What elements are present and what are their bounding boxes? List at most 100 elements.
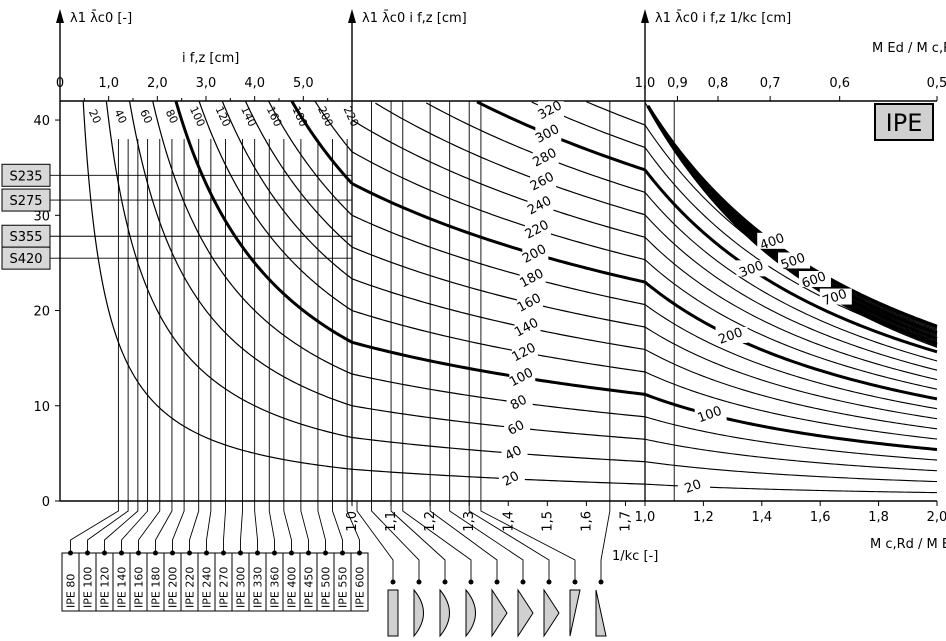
left-y-axis-title: λ1 λ̄c0 [-] [70, 11, 132, 26]
y-tick-label: 0 [42, 495, 50, 510]
x-tick-label-bottom: 1,8 [868, 510, 889, 525]
curve-left [174, 100, 353, 344]
kc-leader-dot [442, 579, 448, 585]
middle-y-axis-title: λ1 λ̄c0 i f,z [cm] [362, 11, 467, 26]
curve-middle [351, 246, 646, 328]
x-tick-label-top: 0,5 [927, 76, 946, 91]
curve-middle [351, 340, 646, 396]
curve-label-left: 220 [341, 104, 362, 129]
x-tick-label-top: 3,0 [196, 76, 217, 91]
ipe-profile-label: IPE 600 [354, 567, 367, 608]
curve-right [644, 461, 938, 483]
curve-label-left: 120 [213, 104, 234, 129]
kc-leader-line [449, 501, 524, 582]
curve-middle [351, 182, 646, 284]
moment-diagram-shape [595, 589, 607, 637]
curve-right [644, 280, 938, 401]
moment-diagram-shape [387, 589, 399, 637]
moment-diagram-shape [543, 588, 560, 638]
kc-leader-line [429, 501, 498, 582]
curve-right [647, 105, 938, 343]
kc-leader-line [371, 501, 420, 582]
ipe-profile-label: IPE 330 [252, 567, 265, 608]
ipe-leader-line [87, 501, 129, 553]
ipe-leader-dot [153, 550, 158, 556]
kc-leader-dot [520, 579, 526, 585]
steel-grade-labels: S235 S275 S355 S420 [1, 163, 51, 270]
ipe-profile-label: IPE 160 [133, 567, 146, 608]
curve-right [644, 191, 938, 362]
kc-diagrams [356, 501, 611, 638]
curve-right [644, 236, 938, 381]
curve-label-bg [694, 405, 727, 422]
curve-label-bg [532, 148, 559, 165]
x-tick-label-top: 0 [56, 76, 64, 91]
ipe-leader-line [300, 501, 309, 553]
curve-label-bg [537, 101, 564, 118]
right-x-axis-title-bottom: M c,Rd / M Ed [-] [870, 537, 946, 552]
curve-label-left: 100 [187, 104, 208, 129]
ipe-profile-label: IPE 300 [235, 567, 248, 608]
x-tick-label-bottom: 1,1 [384, 511, 399, 532]
x-tick-label-bottom: 1,5 [540, 511, 555, 532]
curve-right [644, 371, 938, 440]
ipe-leader-dot [68, 550, 73, 556]
curve-label-bg [498, 469, 525, 486]
curve-label-bg [798, 271, 831, 288]
x-tick-label-top: 0,8 [708, 76, 729, 91]
x-tick-label-bottom: 1,0 [345, 511, 360, 532]
curve-right [647, 106, 938, 348]
x-tick-label-top: 2,0 [147, 76, 168, 91]
curve-middle [351, 309, 646, 373]
curve-right [644, 259, 938, 390]
curve-right [644, 326, 938, 420]
curve-middle [586, 101, 646, 126]
curve-label-left: 140 [238, 104, 259, 129]
ipe-leader-dot [204, 550, 209, 556]
kc-leader-line [600, 501, 611, 582]
x-tick-label-top: 4,0 [244, 76, 265, 91]
ipe-leader-line [223, 501, 226, 553]
curve-label-bg [736, 260, 769, 277]
ipe-leader-dot [323, 550, 328, 556]
moment-diagram-shape [465, 588, 476, 638]
curve-middle [375, 102, 646, 216]
y-tick-label: 30 [33, 209, 50, 224]
curve-left [221, 100, 353, 280]
curve-middle [351, 119, 646, 238]
ipe-leader-dot [136, 550, 141, 556]
kc-leader-line [468, 501, 550, 582]
x-tick-label-bottom: 1,6 [810, 510, 831, 525]
x-tick-label-bottom: 1,4 [501, 511, 516, 532]
curve-label-bg [819, 288, 852, 305]
curve-label-bg [519, 269, 546, 286]
y-tick-label: 40 [33, 114, 50, 129]
kc-leader-dot [598, 579, 604, 585]
curve-right [647, 105, 938, 342]
curve-middle [351, 373, 646, 418]
x-tick-label-top: 1,0 [635, 76, 656, 91]
curve-right [643, 168, 938, 354]
curve-left [268, 100, 353, 216]
x-tick-label-bottom: 1,0 [635, 510, 656, 525]
ipe-profile-label: IPE 400 [286, 567, 299, 608]
curve-right [644, 438, 938, 472]
axis-arrow [348, 9, 356, 23]
ipe-leader-dot [102, 550, 107, 556]
curve-label-left: 80 [163, 107, 181, 125]
ipe-leader-line [283, 501, 292, 553]
left-x-axis-title: i f,z [cm] [182, 51, 239, 66]
curve-right [644, 392, 938, 451]
curve-label-left: 200 [315, 104, 336, 129]
ipe-leader-dot [221, 550, 226, 556]
steel-grade-label: S235 [9, 169, 42, 184]
curve-right [644, 348, 938, 430]
ipe-profile-label: IPE 550 [337, 567, 350, 608]
curve-label-bg [524, 220, 551, 237]
curve-label-bg [757, 232, 790, 249]
kc-leader-dot [494, 579, 500, 585]
ipe-leader-line [317, 501, 326, 553]
ipe-profile-label: IPE 360 [269, 567, 282, 608]
